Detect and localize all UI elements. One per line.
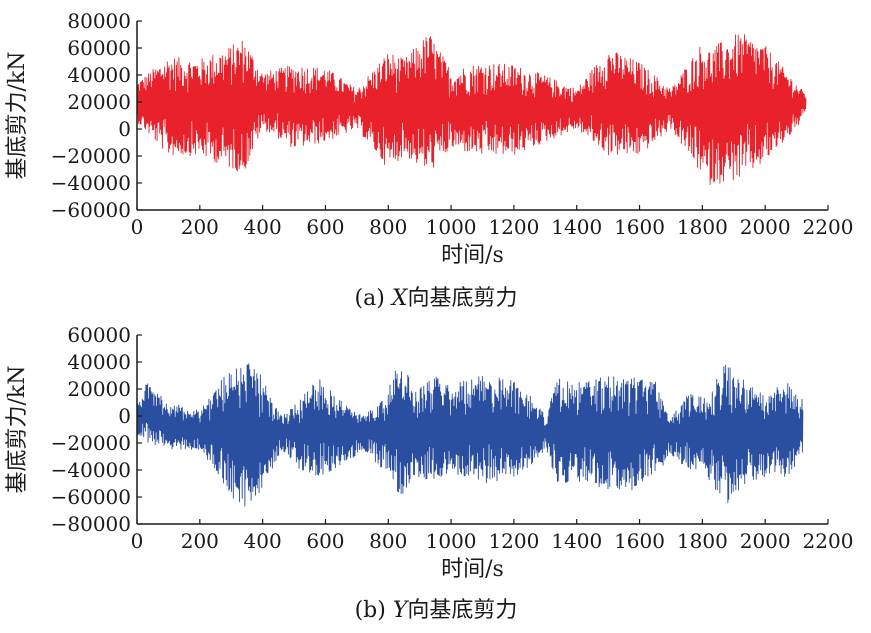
- y-tick-label: 0: [118, 404, 131, 428]
- x-tick-label: 400: [244, 215, 282, 239]
- x-tick-label: 600: [306, 529, 344, 553]
- series-line: [136, 363, 804, 507]
- panel-a: 0 200 400 600 800 1000 1200 1400 1600 1800 2000 220…: [5, 9, 853, 311]
- x-tick-label: 2200: [803, 529, 854, 553]
- x-tick-label: 1600: [614, 215, 665, 239]
- x-tick-label: 2000: [740, 529, 791, 553]
- x-tick-label: 1400: [551, 529, 602, 553]
- x-tick-label: 1000: [426, 215, 477, 239]
- x-tick-label: 1400: [551, 215, 602, 239]
- y-tick-label: −80000: [51, 512, 131, 536]
- x-axis-label: 时间/s: [441, 243, 504, 268]
- x-tick-label: 400: [244, 529, 282, 553]
- panel-b: 0 200 400 600 800 1000 1200 1400 1600 1800 2000 220…: [5, 323, 853, 623]
- x-tick-label: 1800: [677, 529, 728, 553]
- y-tick-label: 40000: [67, 350, 131, 374]
- x-tick-label: 200: [181, 215, 219, 239]
- x-tick-label: 0: [131, 215, 144, 239]
- y-tick-label: 60000: [67, 36, 131, 60]
- y-tick-label: 0: [118, 117, 131, 141]
- y-tick-label: −40000: [51, 458, 131, 482]
- y-axis-label: 基底剪力/kN: [5, 366, 30, 494]
- x-tick-label: 1200: [488, 529, 539, 553]
- y-tick-label: −60000: [51, 485, 131, 509]
- y-tick-label: 60000: [67, 323, 131, 347]
- x-tick-label: 600: [306, 215, 344, 239]
- x-tick-label: 800: [369, 215, 407, 239]
- x-tick-label: 1600: [614, 529, 665, 553]
- y-tick-label: 20000: [67, 377, 131, 401]
- x-tick-label: 0: [131, 529, 144, 553]
- series-line: [136, 34, 807, 185]
- y-axis-label: 基底剪力/kN: [5, 52, 30, 180]
- x-tick-label: 1800: [677, 215, 728, 239]
- x-tick-label: 1000: [426, 529, 477, 553]
- x-axis-label: 时间/s: [441, 557, 504, 582]
- x-tick-label: 2200: [803, 215, 854, 239]
- y-tick-label: −60000: [51, 198, 131, 222]
- y-tick-label: −20000: [51, 144, 131, 168]
- x-tick-label: 1200: [488, 215, 539, 239]
- y-tick-label: −20000: [51, 431, 131, 455]
- x-tick-label: 200: [181, 529, 219, 553]
- x-tick-label: 2000: [740, 215, 791, 239]
- y-tick-label: −40000: [51, 171, 131, 195]
- y-tick-label: 20000: [67, 90, 131, 114]
- y-tick-label: 80000: [67, 9, 131, 33]
- panel-caption: (a) X向基底剪力: [355, 286, 518, 311]
- x-tick-label: 800: [369, 529, 407, 553]
- panel-caption: (b) Y向基底剪力: [355, 598, 518, 623]
- y-tick-label: 40000: [67, 63, 131, 87]
